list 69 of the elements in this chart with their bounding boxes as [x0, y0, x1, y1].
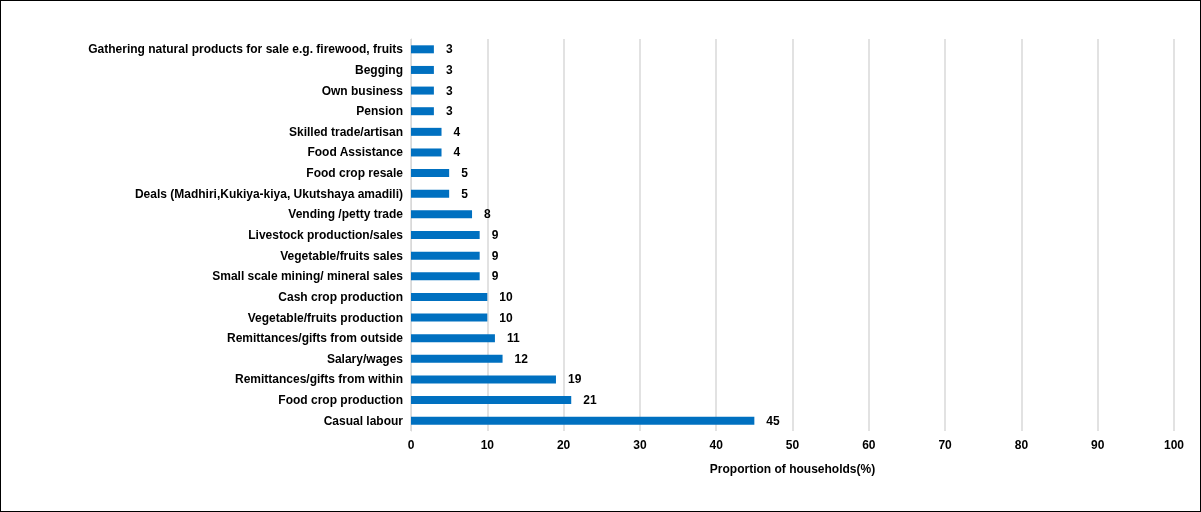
bar: [411, 189, 450, 198]
bar: [411, 169, 450, 178]
y-tick-label: Remittances/gifts from within: [234, 372, 403, 387]
y-tick-label: Pension: [356, 104, 403, 119]
data-label: 4: [453, 145, 461, 160]
y-tick-label: Food Assistance: [307, 145, 404, 160]
bar: [411, 396, 572, 405]
data-label: 11: [506, 331, 520, 346]
data-label: 4: [453, 124, 461, 139]
x-tick-label: 0: [407, 438, 415, 452]
y-tick-label: Cash crop production: [278, 289, 403, 304]
y-tick-label: Own business: [321, 83, 404, 98]
x-tick-label: 20: [556, 438, 571, 452]
x-tick-label: 10: [480, 438, 495, 452]
y-tick-label: Vegetable/fruits production: [247, 310, 403, 325]
x-tick-label: 60: [862, 438, 876, 452]
y-tick-label: Deals (Madhiri,Kukiya-kiya, Ukutshaya amadili): [134, 186, 403, 201]
bar: [411, 416, 755, 425]
y-tick-label: Begging: [355, 62, 403, 77]
x-tick-label: 50: [785, 438, 800, 452]
data-label: 8: [484, 207, 492, 222]
y-tick-label: Food crop resale: [306, 166, 404, 181]
bar: [411, 210, 473, 219]
data-label: 45: [766, 413, 781, 428]
data-label: 10: [499, 310, 513, 325]
bar: [411, 375, 556, 384]
data-label: 3: [445, 62, 453, 77]
y-tick-label: Skilled trade/artisan: [288, 124, 403, 139]
bar: [411, 251, 480, 260]
data-label: 9: [491, 228, 499, 242]
y-tick-label: Remittances/gifts from outside: [226, 331, 404, 346]
y-tick-label: Small scale mining/ mineral sales: [212, 269, 404, 284]
bar: [411, 354, 503, 363]
bar: [411, 86, 434, 95]
bar: [411, 334, 495, 343]
data-label: 3: [445, 104, 453, 119]
data-label: 5: [461, 166, 469, 181]
bar: [411, 231, 480, 239]
y-tick-label: Vegetable/fruits sales: [280, 248, 404, 263]
x-tick-label: 100: [1163, 438, 1185, 452]
data-label: 3: [445, 83, 453, 98]
x-tick-label: 30: [633, 438, 647, 452]
x-tick-label: 90: [1091, 438, 1105, 452]
y-tick-label: Salary/wages: [326, 351, 404, 366]
data-label: 21: [583, 393, 597, 408]
data-label: 3: [445, 42, 453, 57]
bar: [411, 127, 442, 136]
data-label: 5: [461, 186, 469, 201]
bar: [411, 272, 480, 281]
data-label: 12: [514, 351, 529, 366]
x-axis-title: Proportion of households(%): [709, 462, 876, 476]
data-label: 10: [499, 289, 513, 304]
bar: [411, 313, 488, 322]
y-tick-label: Vending /petty trade: [288, 207, 404, 222]
data-label: 9: [491, 269, 499, 284]
bar: [411, 45, 434, 54]
y-tick-label: Casual labour: [323, 413, 404, 428]
data-label: 19: [567, 372, 582, 387]
bar: [411, 65, 434, 74]
y-tick-label: Gathering natural products for sale e.g. firewood, fruits: [88, 42, 404, 57]
x-tick-label: 80: [1014, 438, 1029, 452]
bar: [411, 148, 442, 157]
bar: [411, 292, 488, 301]
bar: [411, 107, 434, 116]
y-tick-label: Livestock production/sales: [248, 228, 404, 242]
y-tick-label: Food crop production: [278, 393, 403, 408]
data-label: 9: [491, 248, 499, 263]
x-tick-label: 40: [709, 438, 724, 452]
x-tick-label: 70: [938, 438, 953, 452]
